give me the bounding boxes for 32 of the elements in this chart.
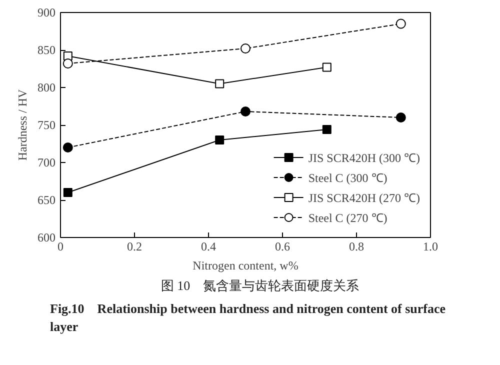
y-tick-label: 700: [38, 156, 56, 170]
point: [63, 188, 72, 197]
x-tick-label: 0.6: [275, 240, 290, 254]
y-tick-label: 600: [38, 230, 56, 244]
point: [62, 142, 73, 152]
caption: Fig.10 Relationship between hardness and nitrogen content of surface layer: [50, 300, 447, 336]
y-tick-label: 850: [38, 43, 56, 57]
point: [215, 136, 224, 144]
caption: 图 10 氮含量与齿轮表面硬度关系: [160, 277, 360, 295]
point: [396, 18, 406, 29]
point: [240, 44, 250, 54]
x-tick-label: 0.8: [349, 240, 364, 254]
y-axis-title: Hardness / HV: [16, 89, 30, 161]
point: [240, 106, 250, 116]
point: [396, 112, 406, 122]
point: [215, 79, 224, 88]
y-tick-label: 750: [38, 118, 56, 132]
y-tick-label: 900: [38, 6, 56, 20]
point: [322, 125, 332, 134]
y-tick-label: 650: [38, 193, 56, 207]
legend-label: Steel C (300 ℃): [308, 170, 388, 186]
x-tick-label: 0.2: [127, 240, 142, 254]
x-tick-label: 1.0: [423, 240, 438, 254]
point: [322, 62, 332, 72]
legend-label: JIS SCR420H (300 ℃): [308, 150, 420, 166]
x-tick-label: 0.4: [201, 240, 216, 254]
legend-label: Steel C (270 ℃): [308, 210, 388, 226]
point: [62, 58, 73, 68]
y-tick-label: 800: [38, 80, 56, 94]
legend-label: JIS SCR420H (270 ℃): [308, 190, 420, 206]
x-tick-label: 0: [58, 240, 64, 254]
x-axis-title: Nitrogen content, w%: [192, 258, 298, 272]
